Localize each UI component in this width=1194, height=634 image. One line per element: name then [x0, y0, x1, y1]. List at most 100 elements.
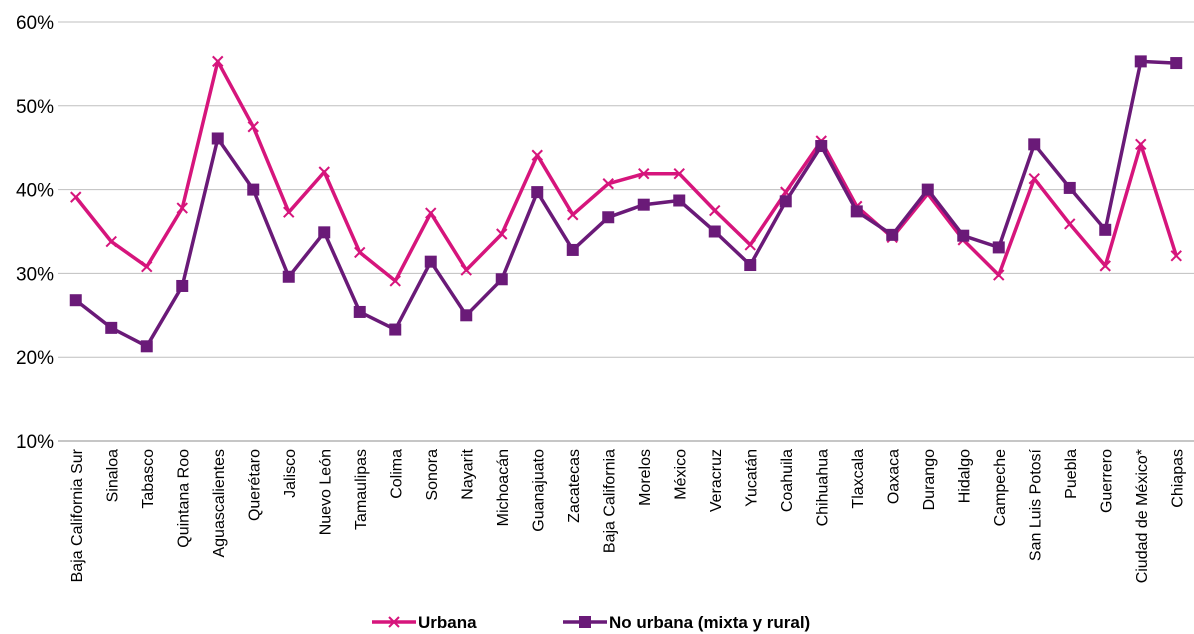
- data-point: [70, 191, 82, 203]
- gridlines: [58, 21, 1194, 358]
- data-point: [140, 340, 153, 353]
- marker-stroke: [283, 206, 295, 218]
- data-point: [389, 323, 402, 336]
- x-tick-label: Nayarit: [459, 448, 476, 499]
- series-layer: [69, 55, 1183, 353]
- data-point: [673, 167, 685, 180]
- data-point: [673, 194, 686, 207]
- marker-stroke: [318, 166, 330, 178]
- data-point: [957, 229, 970, 242]
- marker-stroke: [709, 204, 721, 217]
- marker-stroke: [993, 269, 1005, 281]
- data-point: [425, 207, 437, 219]
- data-point: [531, 186, 544, 199]
- marker-stroke: [388, 616, 400, 628]
- marker-stroke: [638, 167, 650, 180]
- data-point: [779, 195, 792, 208]
- data-point: [1134, 55, 1147, 68]
- marker-stroke: [70, 191, 82, 203]
- data-point: [1063, 181, 1076, 194]
- marker-stroke: [389, 275, 401, 287]
- marker-stroke: [425, 207, 437, 219]
- marker-stroke: [1135, 138, 1147, 151]
- data-point: [495, 273, 508, 286]
- data-point: [992, 241, 1005, 254]
- data-point: [602, 211, 615, 224]
- data-point: [567, 209, 579, 221]
- x-tick-label: Michoacán: [495, 449, 512, 526]
- x-tick-label: Ciudad de México*: [1134, 449, 1151, 583]
- marker-stroke: [247, 121, 259, 133]
- x-tick-label: Aguascalientes: [211, 449, 228, 558]
- x-tick-label: Veracruz: [708, 449, 725, 512]
- data-point: [353, 305, 366, 318]
- x-tick-label: Tabasco: [140, 449, 157, 509]
- data-point: [460, 309, 473, 322]
- data-point: [638, 167, 650, 180]
- data-point: [283, 206, 295, 218]
- marker-stroke: [496, 228, 508, 240]
- x-tick-label: Jalisco: [282, 449, 299, 498]
- marker-stroke: [1099, 260, 1111, 272]
- y-tick-label: 40%: [16, 181, 54, 202]
- x-tick-label: Coahuila: [779, 449, 796, 512]
- data-point: [1135, 138, 1147, 151]
- y-tick-label: 50%: [16, 97, 54, 118]
- data-point: [69, 294, 82, 307]
- data-point: [531, 149, 543, 161]
- data-point: [815, 140, 828, 153]
- data-point: [211, 132, 224, 145]
- series-urbana: [70, 55, 1182, 287]
- x-tick-label: Chiapas: [1169, 449, 1186, 508]
- x-tick-label: Nuevo León: [317, 449, 334, 535]
- legend-label: Urbana: [418, 613, 477, 632]
- data-point: [389, 275, 401, 287]
- data-point: [566, 243, 579, 256]
- marker-stroke: [744, 239, 756, 251]
- x-tick-label: Guanajuato: [530, 449, 547, 532]
- x-tick-label: México: [672, 449, 689, 500]
- x-tick-label: Sinaloa: [104, 449, 121, 502]
- marker-stroke: [176, 202, 188, 214]
- marker-stroke: [567, 209, 579, 221]
- data-point: [1064, 218, 1076, 230]
- marker-stroke: [1028, 172, 1040, 185]
- legend-label: No urbana (mixta y rural): [609, 613, 810, 632]
- x-tick-label: Hidalgo: [956, 449, 973, 503]
- data-point: [1099, 260, 1111, 272]
- data-point: [424, 255, 437, 268]
- x-tick-label: Colima: [388, 449, 405, 499]
- marker-stroke: [105, 235, 117, 248]
- data-point: [460, 264, 472, 276]
- x-tick-label: San Luis Potosí: [1027, 448, 1044, 561]
- x-tick-label: Yucatán: [743, 449, 760, 507]
- y-axis-tick-labels: 10% 20% 30% 40% 50% 60%: [16, 13, 54, 453]
- x-tick-label: Zacatecas: [566, 449, 583, 523]
- series-line: [74, 59, 1178, 283]
- legend-marker: [579, 616, 591, 628]
- marker-stroke: [212, 55, 224, 68]
- data-point: [318, 226, 331, 239]
- marker-stroke: [1170, 250, 1182, 262]
- x-axis-tick-labels: Baja California Sur Sinaloa Tabasco Quintan…: [69, 448, 1187, 583]
- marker-stroke: [531, 149, 543, 161]
- x-tick-label: Quintana Roo: [175, 449, 192, 548]
- legend-marker: [388, 616, 400, 628]
- x-tick-label: Tlaxcala: [850, 449, 867, 509]
- data-point: [921, 183, 934, 196]
- legend: Urbana No urbana (mixta y rural): [372, 613, 810, 632]
- data-point: [744, 239, 756, 251]
- marker-stroke: [141, 260, 153, 273]
- x-tick-label: Querétaro: [246, 449, 263, 521]
- data-point: [1028, 172, 1040, 185]
- marker-stroke: [460, 264, 472, 276]
- data-point: [1099, 223, 1112, 236]
- data-point: [212, 55, 224, 68]
- data-point: [1170, 250, 1182, 262]
- marker-stroke: [673, 167, 685, 180]
- x-tick-label: Morelos: [637, 449, 654, 506]
- data-point: [318, 166, 330, 178]
- data-point: [1170, 57, 1183, 70]
- data-point: [496, 228, 508, 240]
